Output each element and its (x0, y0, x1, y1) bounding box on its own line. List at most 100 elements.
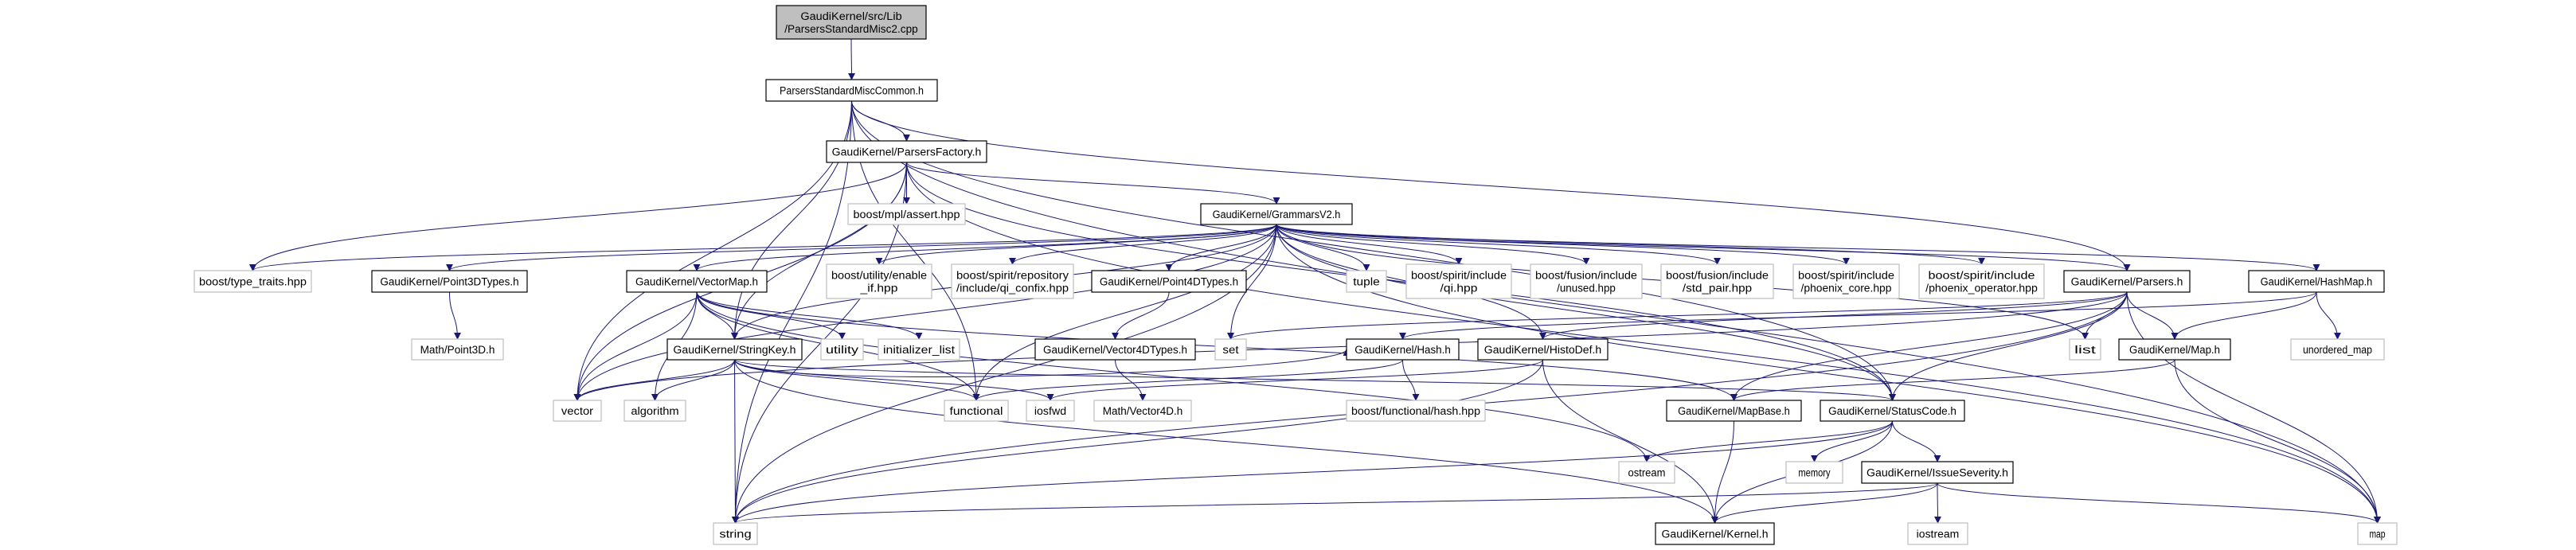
node-label: boost/spirit/repository (956, 270, 1069, 282)
node-box (826, 140, 987, 163)
node-gaudikernel-parsersfactory-h[interactable]: GaudiKernel/ParsersFactory.h (826, 140, 987, 163)
edge-hash-to-boosthash (1402, 359, 1420, 401)
edge-hash-to-functional (972, 359, 1403, 401)
node-label: GaudiKernel/HistoDef.h (1484, 344, 1601, 356)
node-label: algorithm (631, 405, 678, 417)
edge-statuscode-to-string (732, 420, 1893, 524)
node-box (1346, 270, 1387, 293)
node-functional: functional (944, 400, 1009, 422)
node-label: GaudiKernel/StatusCode.h (1828, 405, 1956, 417)
node-gaudikernel-hash-h[interactable]: GaudiKernel/Hash.h (1346, 338, 1460, 361)
node-label: Math/Point3D.h (420, 344, 495, 356)
node-label: boost/functional/hash.hpp (1351, 405, 1480, 417)
node-ostream: ostream (1618, 461, 1675, 484)
node-label: string (719, 529, 751, 540)
node-label: boost/fusion/include (1666, 270, 1769, 282)
node-boost-spirit-repository-include-qi-confix-hpp: boost/spirit/repository/include/qi_confi… (951, 263, 1074, 299)
node-gaudikernel-src-lib-parsersstandardmisc2-cpp[interactable]: GaudiKernel/src/Lib/ParsersStandardMisc2… (776, 5, 927, 40)
node-label: unordered_map (2303, 344, 2372, 356)
node-box (1034, 338, 1196, 361)
edge-parsers-to-statuscode (1889, 291, 2128, 401)
node-box (1861, 461, 2014, 484)
node-gaudikernel-vector4dtypes-h[interactable]: GaudiKernel/Vector4DTypes.h (1034, 338, 1196, 361)
edge-stringkey-to-kernel (734, 359, 1718, 524)
node-gaudikernel-statuscode-h[interactable]: GaudiKernel/StatusCode.h (1820, 400, 1965, 422)
node-label: boost/mpl/assert.hpp (854, 209, 960, 220)
node-gaudikernel-map-h[interactable]: GaudiKernel/Map.h (2118, 338, 2231, 361)
edge-grammars-to-functional (972, 224, 1277, 401)
node-box (1820, 400, 1965, 422)
node-label: /unused.hpp (1557, 283, 1616, 295)
node-box (1660, 263, 1774, 299)
node-label: set (1222, 344, 1238, 356)
edge-common-to-map (851, 100, 2381, 524)
node-box (553, 400, 602, 422)
node-set: set (1214, 338, 1247, 361)
node-gaudikernel-point3dtypes-h[interactable]: GaudiKernel/Point3DTypes.h (371, 270, 528, 293)
node-label: GaudiKernel/HashMap.h (2261, 276, 2373, 288)
edge-histodef-to-iosfwd (1046, 359, 1543, 401)
node-label: utility (826, 344, 858, 356)
node-boost-mpl-assert-hpp: boost/mpl/assert.hpp (847, 203, 966, 225)
node-memory: memory (1785, 461, 1843, 484)
edge-hashmap-to-unorderedmap (2316, 291, 2341, 340)
edge-statuscode-to-issueseverity (1892, 420, 1941, 462)
node-label: GaudiKernel/Parsers.h (2071, 276, 2183, 288)
edge-factory-to-map (906, 162, 2381, 524)
node-label: GaudiKernel/VectorMap.h (635, 276, 758, 288)
edge-hashmap-to-map_h (2171, 291, 2317, 340)
node-label: GaudiKernel/ParsersFactory.h (832, 146, 982, 158)
edge-common-to-parsers (851, 100, 2131, 271)
edge-stringkey-to-statuscode (734, 359, 1896, 401)
node-gaudikernel-hashmap-h[interactable]: GaudiKernel/HashMap.h (2248, 270, 2385, 293)
node-label: /std_pair.hpp (1683, 283, 1752, 295)
node-label: GaudiKernel/Point4DTypes.h (1100, 276, 1238, 288)
node-label: GaudiKernel/Vector4DTypes.h (1043, 344, 1187, 356)
node-gaudikernel-kernel-h[interactable]: GaudiKernel/Kernel.h (1655, 522, 1775, 545)
node-label: boost/spirit/include (1929, 270, 2035, 282)
edge-parsers-to-mapbase (1730, 291, 2128, 401)
node-box (2248, 270, 2385, 293)
edge-vectormap-to-ostream (696, 291, 1651, 462)
node-label: GaudiKernel/src/Lib (800, 10, 901, 22)
edge-factory-to-typetraits (249, 162, 907, 271)
edge-grammars-to-p3dtypes (446, 224, 1277, 271)
edge-grammars-to-typetraits (249, 224, 1277, 271)
edge-grammars-to-parsers (1276, 224, 2131, 271)
node-gaudikernel-point4dtypes-h[interactable]: GaudiKernel/Point4DTypes.h (1091, 270, 1247, 293)
node-box (1655, 522, 1775, 545)
node-box (371, 270, 528, 293)
edge-vectormap-to-vector (573, 291, 698, 401)
node-label: GaudiKernel/StringKey.h (673, 344, 795, 356)
node-gaudikernel-stringkey-h[interactable]: GaudiKernel/StringKey.h (666, 338, 803, 361)
node-gaudikernel-histodef-h[interactable]: GaudiKernel/HistoDef.h (1477, 338, 1609, 361)
node-box (1785, 461, 1843, 484)
node-box (765, 79, 938, 102)
node-box (626, 270, 768, 293)
node-box (820, 338, 864, 361)
node-box (411, 338, 504, 361)
node-label: tuple (1353, 276, 1380, 288)
node-gaudikernel-parsers-h[interactable]: GaudiKernel/Parsers.h (2063, 270, 2191, 293)
node-iosfwd: iosfwd (1026, 400, 1075, 422)
node-iostream: iostream (1907, 522, 1968, 545)
node-gaudikernel-grammarsv2-h[interactable]: GaudiKernel/GrammarsV2.h (1200, 203, 1353, 225)
node-label: functional (950, 405, 1003, 417)
node-label: map (2369, 529, 2385, 540)
edge-grammars-to-vector (573, 224, 1277, 401)
node-box (1200, 203, 1353, 225)
node-parsersstandardmisccommon-h[interactable]: ParsersStandardMiscCommon.h (765, 79, 938, 102)
edge-stringkey-to-string (731, 359, 739, 524)
edge-grammars-to-hashmap (1276, 224, 2320, 271)
node-vector: vector (553, 400, 602, 422)
node-gaudikernel-vectormap-h[interactable]: GaudiKernel/VectorMap.h (626, 270, 768, 293)
node-box (1405, 263, 1512, 299)
node-gaudikernel-mapbase-h[interactable]: GaudiKernel/MapBase.h (1666, 400, 1802, 422)
node-label: ParsersStandardMiscCommon.h (780, 85, 924, 97)
edge-map_h-to-mapbase (1730, 359, 2175, 401)
node-gaudikernel-issueseverity-h[interactable]: GaudiKernel/IssueSeverity.h (1861, 461, 2014, 484)
node-label: /qi.hpp (1440, 283, 1478, 295)
node-box (2290, 338, 2385, 361)
node-label: GaudiKernel/Point3DTypes.h (380, 276, 518, 288)
node-box (666, 338, 803, 361)
